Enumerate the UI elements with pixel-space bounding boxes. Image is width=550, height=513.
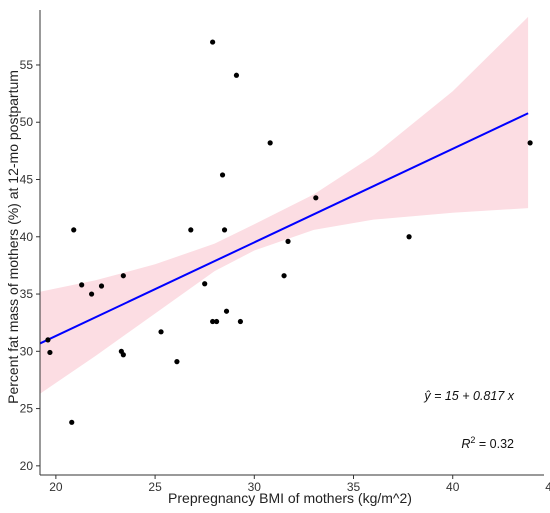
data-point — [527, 140, 533, 146]
r-squared-value: = 0.32 — [475, 437, 514, 451]
data-point — [120, 273, 126, 279]
y-tick-label: 30 — [20, 344, 34, 358]
confidence-band — [40, 16, 529, 394]
x-tick-label: 25 — [148, 480, 162, 494]
r-squared-annotation: R2 = 0.32 — [461, 435, 514, 451]
data-point — [202, 281, 208, 287]
data-point — [98, 283, 105, 289]
y-axis-title: Percent fat mass of mothers (%) at 12-mo… — [5, 70, 21, 404]
x-axis-ticks: 20 25 30 35 40 45 — [49, 475, 550, 494]
y-tick-label: 45 — [20, 173, 34, 187]
y-tick-label: 55 — [20, 58, 34, 72]
regression-line-layer — [39, 112, 529, 345]
data-point — [47, 349, 53, 356]
x-tick-label: 20 — [49, 480, 63, 494]
x-axis-title: Prepregnancy BMI of mothers (kg/m^2) — [168, 490, 412, 506]
data-point — [174, 359, 180, 365]
data-point — [223, 308, 230, 314]
data-point — [69, 419, 75, 425]
x-tick-label: 45 — [545, 480, 550, 494]
data-point — [221, 227, 228, 233]
data-point — [233, 72, 240, 78]
data-point — [158, 329, 164, 335]
data-point — [79, 282, 85, 288]
r-squared-symbol: R — [461, 437, 470, 451]
data-point — [88, 291, 95, 297]
regression-line — [39, 112, 529, 345]
data-points-layer — [45, 39, 533, 425]
data-point — [281, 273, 287, 279]
data-point — [71, 227, 77, 233]
x-tick-label: 30 — [248, 480, 262, 494]
x-tick-label: 40 — [446, 480, 460, 494]
data-point — [188, 227, 194, 233]
data-point — [45, 337, 51, 343]
data-point — [237, 318, 244, 325]
confidence-band-layer — [40, 16, 529, 394]
data-point — [285, 238, 291, 244]
data-point — [210, 39, 216, 45]
equation-annotation: ŷ = 15 + 0.817 x — [423, 389, 514, 403]
data-point — [219, 172, 226, 178]
x-tick-label: 35 — [347, 480, 361, 494]
data-point — [210, 318, 216, 325]
data-point — [120, 352, 126, 358]
r-squared-superscript: 2 — [470, 435, 475, 445]
y-tick-label: 50 — [20, 115, 34, 129]
data-point — [213, 318, 220, 325]
data-point — [313, 195, 319, 201]
y-tick-label: 20 — [20, 459, 34, 473]
data-point — [267, 140, 273, 146]
y-tick-label: 40 — [20, 230, 34, 244]
data-point — [406, 234, 412, 240]
y-axis-ticks: 20 25 30 35 40 45 50 55 — [20, 58, 40, 473]
y-tick-label: 25 — [20, 402, 34, 416]
y-tick-label: 35 — [20, 287, 34, 301]
